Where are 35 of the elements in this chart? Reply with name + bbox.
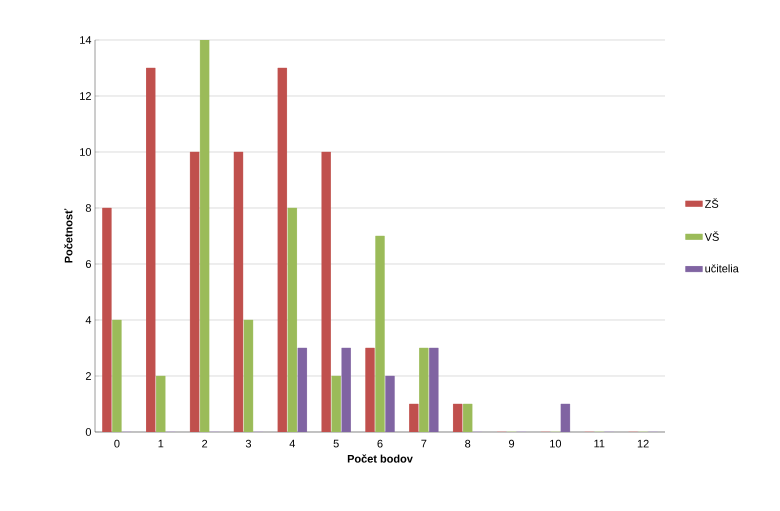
legend-label: učitelia	[705, 264, 739, 272]
x-axis-title: Počet bodov	[348, 454, 413, 463]
y-tick-label: 0	[86, 428, 92, 436]
bar	[375, 236, 385, 432]
x-tick-label: 10	[550, 440, 562, 448]
y-tick-label: 4	[86, 316, 92, 324]
legend-label: ZŠ	[705, 198, 718, 208]
bar	[419, 348, 429, 432]
x-tick-label: 6	[378, 440, 383, 448]
x-tick-label: 9	[509, 440, 514, 448]
y-tick-label: 2	[86, 372, 91, 380]
y-tick-label: 14	[80, 36, 92, 44]
legend-label: VŠ	[704, 231, 719, 241]
y-tick-label: 8	[86, 204, 91, 212]
x-tick-label: 2	[202, 440, 208, 448]
y-axis-title: Početnosť	[64, 208, 72, 263]
x-tick-label: 8	[465, 440, 470, 448]
y-tick-label: 12	[80, 92, 91, 100]
x-tick-label: 0	[114, 440, 120, 448]
bar	[462, 404, 472, 432]
x-tick-label: 12	[638, 440, 649, 448]
x-tick-label: 5	[334, 440, 339, 448]
bar	[331, 376, 341, 432]
x-tick-label: 3	[246, 440, 252, 448]
bar	[112, 320, 122, 432]
bar	[288, 208, 298, 432]
bar	[244, 320, 254, 432]
x-tick-label: 11	[594, 440, 604, 448]
y-tick-label: 10	[80, 148, 92, 156]
x-tick-label: 1	[158, 440, 164, 448]
bar	[200, 40, 210, 432]
x-tick-label: 4	[290, 440, 296, 448]
bar	[156, 376, 166, 432]
x-tick-label: 7	[421, 440, 426, 448]
y-tick-label: 6	[86, 260, 91, 268]
